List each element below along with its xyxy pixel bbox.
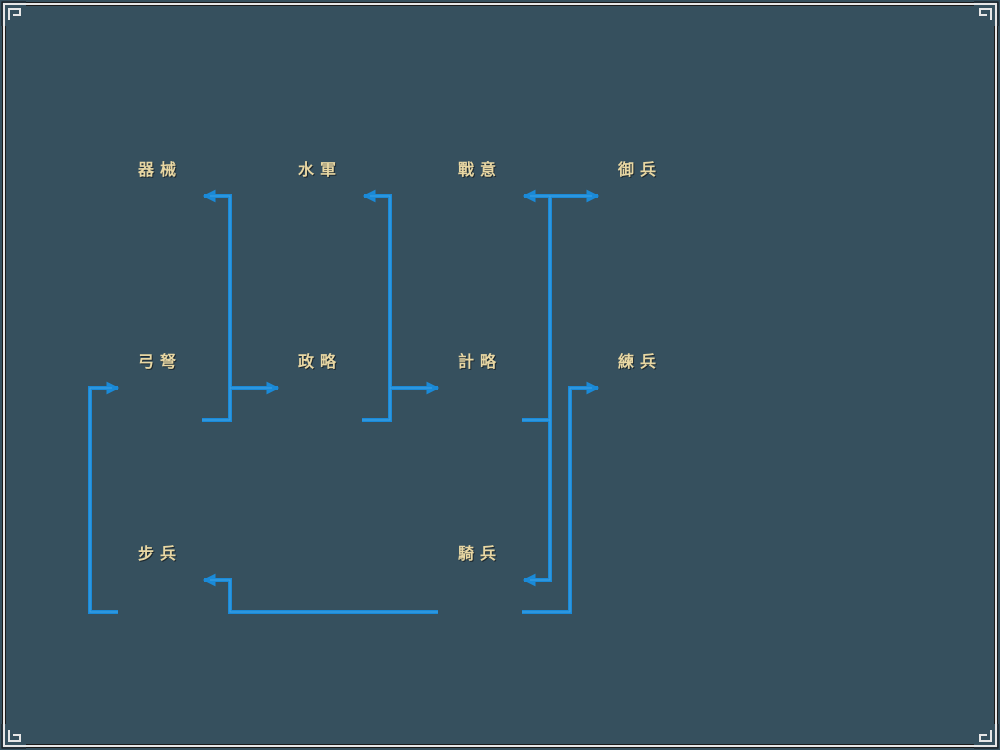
corner-ornament-icon — [0, 0, 26, 26]
skill-node-gongnu[interactable]: 弓弩 — [138, 352, 183, 371]
skill-node-shuijun[interactable]: 水軍 — [298, 160, 343, 179]
skill-node-lianbing[interactable]: 練兵 — [618, 352, 663, 371]
skill-node-yubing[interactable]: 御兵 — [618, 160, 663, 179]
connector-jilue-qibing — [522, 420, 552, 587]
corner-ornament-icon — [974, 0, 1000, 26]
skill-node-jilue[interactable]: 計略 — [458, 352, 503, 371]
connector-gongnu-qixie — [202, 189, 232, 422]
connector-qibing-bubing — [202, 573, 438, 614]
connector-jilue-zhanyi — [522, 189, 552, 422]
connector-zhenglue-shuijun — [362, 189, 392, 422]
skill-node-bubing[interactable]: 步兵 — [138, 544, 183, 563]
skill-node-zhenglue[interactable]: 政略 — [298, 352, 343, 371]
corner-ornament-icon — [974, 724, 1000, 750]
skill-node-qixie[interactable]: 器械 — [138, 160, 183, 179]
connector-bubing-gongnu — [88, 381, 120, 614]
skill-node-qibing[interactable]: 騎兵 — [458, 544, 503, 563]
corner-ornament-icon — [0, 724, 26, 750]
skill-node-zhanyi[interactable]: 戰意 — [458, 160, 503, 179]
